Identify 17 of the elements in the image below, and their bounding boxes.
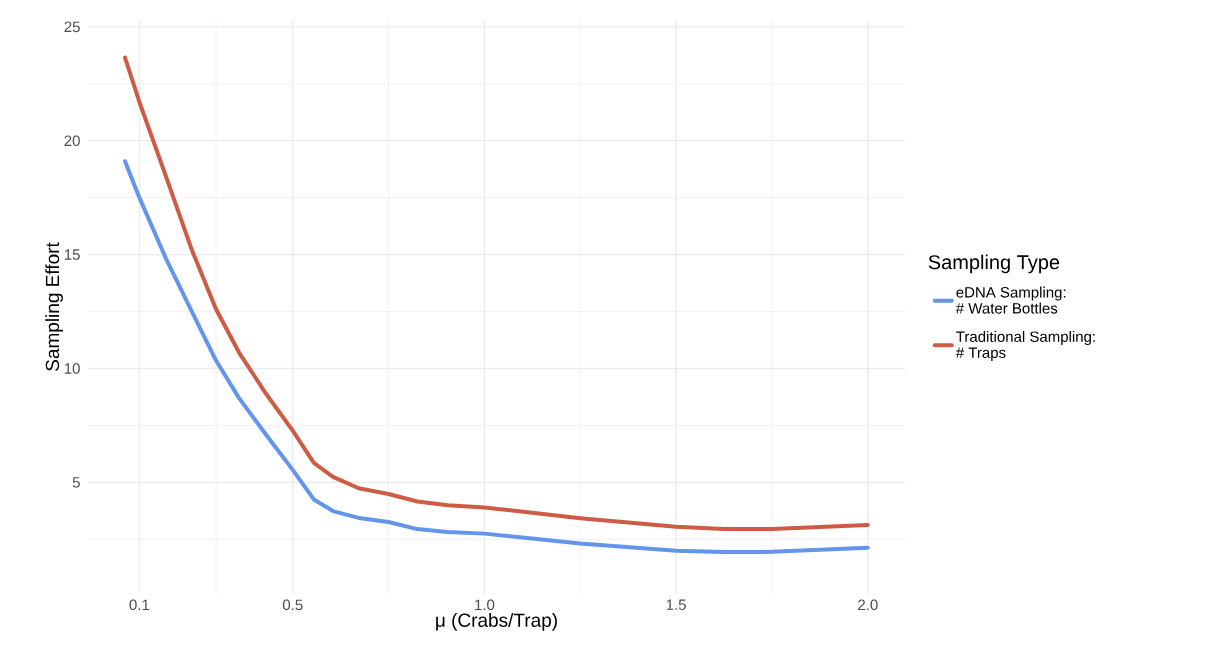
line-series: [123, 55, 870, 532]
y-tick-label: 15: [64, 249, 80, 260]
x-tick-label: 0.1: [129, 599, 150, 611]
x-tick-label: 1.5: [666, 599, 686, 610]
line-series: [123, 159, 870, 555]
legend-title: Sampling Type: [928, 254, 1060, 274]
x-tick-label: 1.0: [475, 599, 495, 611]
x-tick-label: 2.0: [858, 599, 878, 611]
legend-label: eDNA Sampling: # Water Bottles: [955, 286, 1066, 314]
y-axis-title: Sampling Effort: [45, 242, 63, 371]
y-tick-label: 5: [72, 477, 80, 488]
y-tick-label: 20: [64, 135, 80, 147]
y-tick-label: 25: [64, 21, 80, 33]
legend-label: Traditional Sampling: # Traps: [955, 330, 1095, 361]
y-tick-label: 10: [64, 363, 80, 374]
x-axis-title: μ (Crabs/Trap): [436, 613, 557, 631]
x-tick-label: 0.5: [282, 599, 303, 611]
